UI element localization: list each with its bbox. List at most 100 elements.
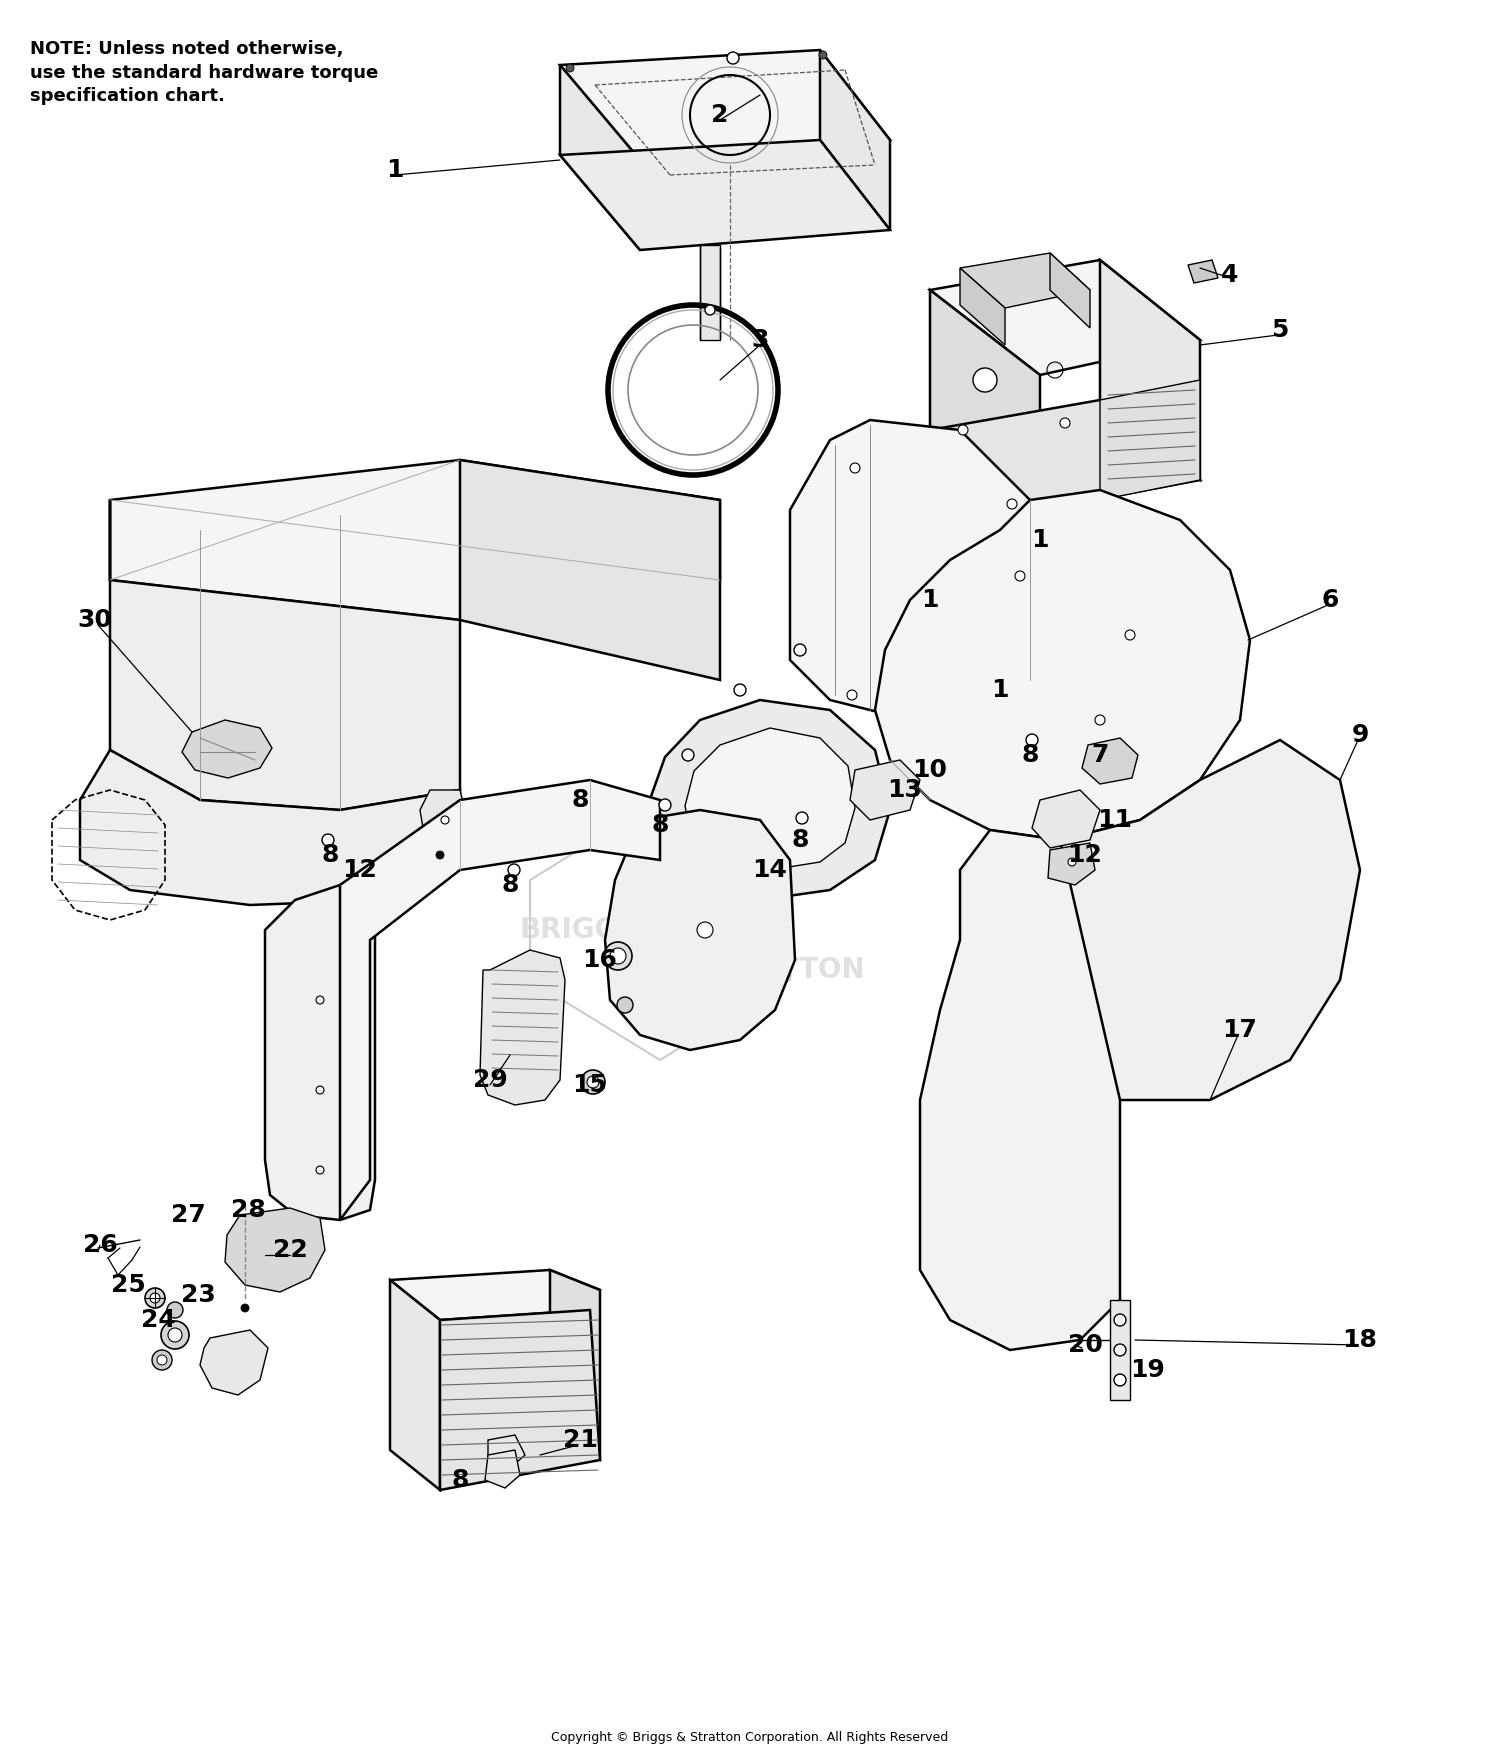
Polygon shape xyxy=(460,460,720,679)
Polygon shape xyxy=(1048,842,1095,885)
Text: 21: 21 xyxy=(562,1429,597,1451)
Text: 2: 2 xyxy=(711,104,729,126)
Circle shape xyxy=(1125,630,1136,641)
Text: 24: 24 xyxy=(141,1307,176,1332)
Circle shape xyxy=(616,997,633,1013)
Text: 7: 7 xyxy=(1092,742,1108,767)
Circle shape xyxy=(242,1304,249,1313)
Polygon shape xyxy=(874,490,1250,841)
Text: 27: 27 xyxy=(171,1202,206,1227)
Text: NOTE: Unless noted otherwise,
use the standard hardware torque
specification cha: NOTE: Unless noted otherwise, use the st… xyxy=(30,40,378,105)
Polygon shape xyxy=(182,720,272,777)
Polygon shape xyxy=(920,830,1120,1350)
Circle shape xyxy=(1095,714,1106,725)
Polygon shape xyxy=(960,253,1090,307)
Text: 25: 25 xyxy=(111,1272,146,1297)
Text: 1: 1 xyxy=(387,158,404,183)
Circle shape xyxy=(322,834,334,846)
Circle shape xyxy=(658,799,670,811)
Text: 30: 30 xyxy=(78,607,112,632)
Text: 22: 22 xyxy=(273,1237,308,1262)
Text: 13: 13 xyxy=(888,777,922,802)
Circle shape xyxy=(1016,570,1025,581)
Circle shape xyxy=(160,1322,189,1350)
Circle shape xyxy=(974,369,998,391)
Text: 15: 15 xyxy=(573,1072,608,1097)
Text: 12: 12 xyxy=(1068,842,1102,867)
Circle shape xyxy=(150,1293,160,1302)
Polygon shape xyxy=(700,814,720,849)
Polygon shape xyxy=(604,811,795,1049)
Polygon shape xyxy=(560,140,890,249)
Polygon shape xyxy=(1188,260,1218,283)
Polygon shape xyxy=(200,1330,268,1395)
Text: 8: 8 xyxy=(572,788,588,813)
Polygon shape xyxy=(390,1279,439,1490)
Circle shape xyxy=(1114,1374,1126,1386)
Polygon shape xyxy=(440,1309,600,1490)
Text: 8: 8 xyxy=(1022,742,1038,767)
Text: 9: 9 xyxy=(1352,723,1368,748)
Text: 16: 16 xyxy=(582,948,618,972)
Text: 10: 10 xyxy=(912,758,948,783)
Circle shape xyxy=(566,63,574,72)
Text: 8: 8 xyxy=(321,842,339,867)
Polygon shape xyxy=(1050,253,1090,328)
Text: 8: 8 xyxy=(452,1467,468,1492)
Text: STRATTON: STRATTON xyxy=(700,956,864,985)
Text: 23: 23 xyxy=(180,1283,216,1307)
Text: 1: 1 xyxy=(921,588,939,612)
Circle shape xyxy=(1068,858,1076,865)
Polygon shape xyxy=(930,290,1040,511)
Text: 18: 18 xyxy=(1342,1329,1377,1351)
Circle shape xyxy=(168,1329,182,1343)
Polygon shape xyxy=(686,728,855,870)
Polygon shape xyxy=(480,949,566,1106)
Circle shape xyxy=(819,51,827,60)
Text: 8: 8 xyxy=(651,813,669,837)
Text: 20: 20 xyxy=(1068,1334,1102,1357)
Polygon shape xyxy=(80,749,460,906)
Text: 29: 29 xyxy=(472,1069,507,1092)
Polygon shape xyxy=(560,49,890,160)
Text: 3: 3 xyxy=(752,328,768,353)
Polygon shape xyxy=(560,65,640,249)
Polygon shape xyxy=(484,1450,520,1488)
Polygon shape xyxy=(1100,260,1200,481)
Polygon shape xyxy=(930,400,1200,511)
Polygon shape xyxy=(821,49,890,230)
Circle shape xyxy=(1060,418,1070,428)
Circle shape xyxy=(146,1288,165,1307)
Polygon shape xyxy=(1082,739,1138,784)
Circle shape xyxy=(1026,734,1038,746)
Text: 1: 1 xyxy=(992,677,1008,702)
Text: 26: 26 xyxy=(82,1234,117,1257)
Polygon shape xyxy=(1110,1300,1130,1400)
Circle shape xyxy=(166,1302,183,1318)
Polygon shape xyxy=(1100,381,1200,500)
Polygon shape xyxy=(700,246,720,340)
Circle shape xyxy=(728,53,740,63)
Polygon shape xyxy=(488,1436,525,1467)
Polygon shape xyxy=(1000,741,1360,1100)
Polygon shape xyxy=(790,419,1030,720)
Circle shape xyxy=(436,851,444,858)
Polygon shape xyxy=(340,779,660,1220)
Text: 4: 4 xyxy=(1221,263,1239,288)
Circle shape xyxy=(604,942,631,971)
Polygon shape xyxy=(225,1207,326,1292)
Text: Copyright © Briggs & Stratton Corporation. All Rights Reserved: Copyright © Briggs & Stratton Corporatio… xyxy=(552,1732,948,1744)
Circle shape xyxy=(586,1076,598,1088)
Circle shape xyxy=(794,644,806,656)
Polygon shape xyxy=(850,760,920,820)
Polygon shape xyxy=(390,1271,600,1320)
Text: 8: 8 xyxy=(792,828,808,851)
Circle shape xyxy=(705,305,716,314)
Circle shape xyxy=(796,813,808,825)
Text: 19: 19 xyxy=(1131,1358,1166,1381)
Text: 8: 8 xyxy=(501,872,519,897)
Polygon shape xyxy=(110,460,720,620)
Circle shape xyxy=(1114,1344,1126,1357)
Text: 14: 14 xyxy=(753,858,788,883)
Text: 11: 11 xyxy=(1098,807,1132,832)
